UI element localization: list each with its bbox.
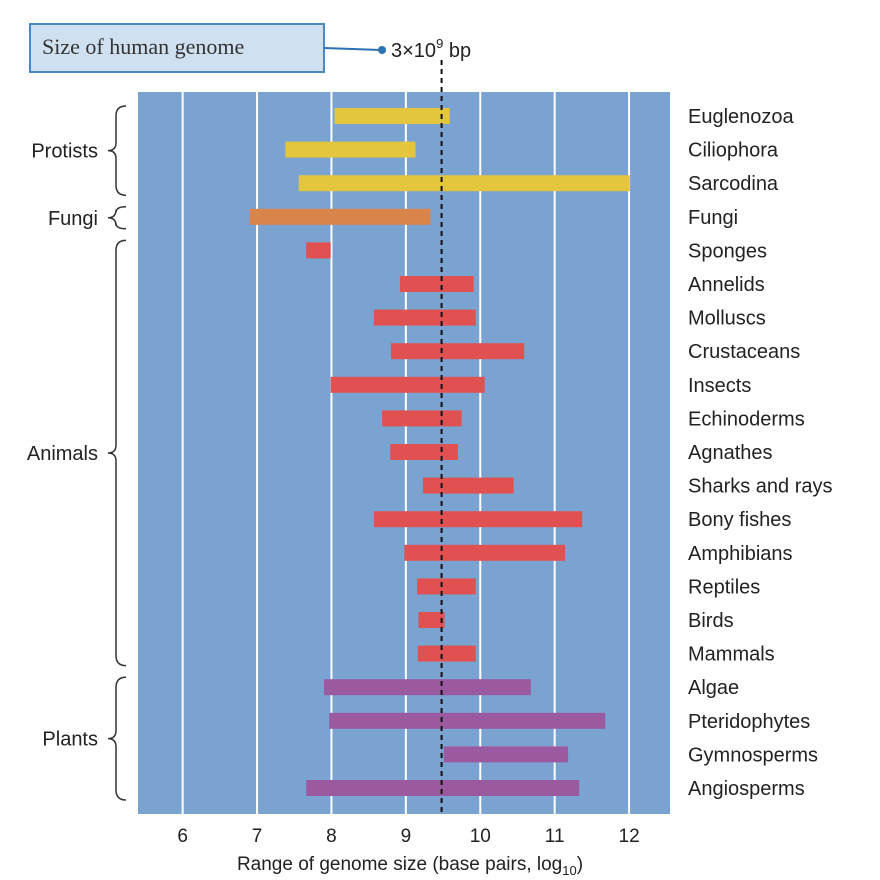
x-tick-label: 11 [545, 826, 565, 847]
category-label: Birds [688, 610, 734, 632]
bar-algae [324, 679, 531, 696]
category-label: Algae [688, 677, 739, 699]
bar-angiosperms [306, 780, 580, 796]
x-tick-label: 9 [401, 826, 412, 847]
group-label: Protists [31, 141, 98, 163]
bar-birds [418, 612, 445, 628]
x-tick-label: 8 [326, 826, 337, 847]
brace-icon [107, 206, 127, 230]
bar-reptiles [417, 578, 476, 595]
bar-sarcodina [298, 175, 630, 192]
bar-ciliophora [285, 141, 416, 158]
bar-annelids [399, 276, 474, 292]
category-label: Sharks and rays [688, 476, 833, 498]
x-tick-labels: 6 7 8 9 10 11 12 [177, 826, 639, 847]
category-label: Annelids [688, 274, 765, 296]
bar-sponges [306, 242, 331, 259]
callout-connector [323, 47, 382, 51]
bar-mammals [417, 645, 476, 662]
category-label: Angiosperms [688, 778, 805, 800]
group-label: Plants [42, 729, 98, 751]
bar-sharks-and-rays [422, 477, 514, 494]
bar-echinoderms [382, 410, 462, 427]
brace-icon [107, 676, 127, 801]
x-axis-label: Range of genome size (base pairs, log10) [237, 854, 583, 878]
group-label: Fungi [48, 208, 98, 230]
bar-molluscs [373, 309, 476, 326]
brace-icon [107, 105, 127, 196]
bar-insects [330, 376, 485, 393]
category-label: Molluscs [688, 308, 766, 330]
callout-box [29, 23, 325, 73]
bar-crustaceans [390, 343, 525, 360]
category-label: Agnathes [688, 442, 773, 464]
category-label: Euglenozoa [688, 106, 795, 128]
x-tick-label: 7 [252, 826, 263, 847]
category-label: Echinoderms [688, 408, 805, 430]
group-label: Animals [27, 443, 98, 465]
bar-euglenozoa [334, 108, 450, 124]
category-label: Crustaceans [688, 341, 800, 363]
bar-amphibians [404, 544, 566, 561]
bar-bony-fishes [373, 511, 583, 528]
bar-fungi [249, 208, 431, 225]
category-label: Bony fishes [688, 509, 791, 531]
category-labels: Euglenozoa Ciliophora Sarcodina Fungi Sponge… [688, 106, 833, 800]
callout-dot [378, 46, 386, 54]
bar-pteridophytes [329, 712, 606, 729]
x-tick-label: 6 [177, 826, 188, 847]
human-genome-callout: Size of human genome 3×109 bp [29, 23, 471, 73]
category-label: Fungi [688, 207, 738, 229]
category-label: Sponges [688, 240, 767, 262]
category-label: Sarcodina [688, 173, 779, 195]
bar-agnathes [390, 444, 458, 460]
category-label: Mammals [688, 644, 775, 666]
category-label: Pteridophytes [688, 711, 810, 733]
group-labels: Protists Fungi Animals Plants [27, 105, 127, 801]
category-label: Ciliophora [688, 140, 779, 162]
callout-text: Size of human genome [42, 34, 244, 59]
x-tick-label: 12 [619, 826, 640, 847]
category-label: Reptiles [688, 576, 760, 598]
category-label: Insects [688, 375, 751, 397]
x-tick-label: 10 [470, 826, 491, 847]
brace-icon [107, 239, 127, 667]
bars [249, 108, 630, 796]
human-genome-value: 3×109 bp [391, 36, 471, 62]
category-label: Gymnosperms [688, 744, 818, 766]
category-label: Amphibians [688, 543, 793, 565]
bar-gymnosperms [443, 746, 569, 763]
